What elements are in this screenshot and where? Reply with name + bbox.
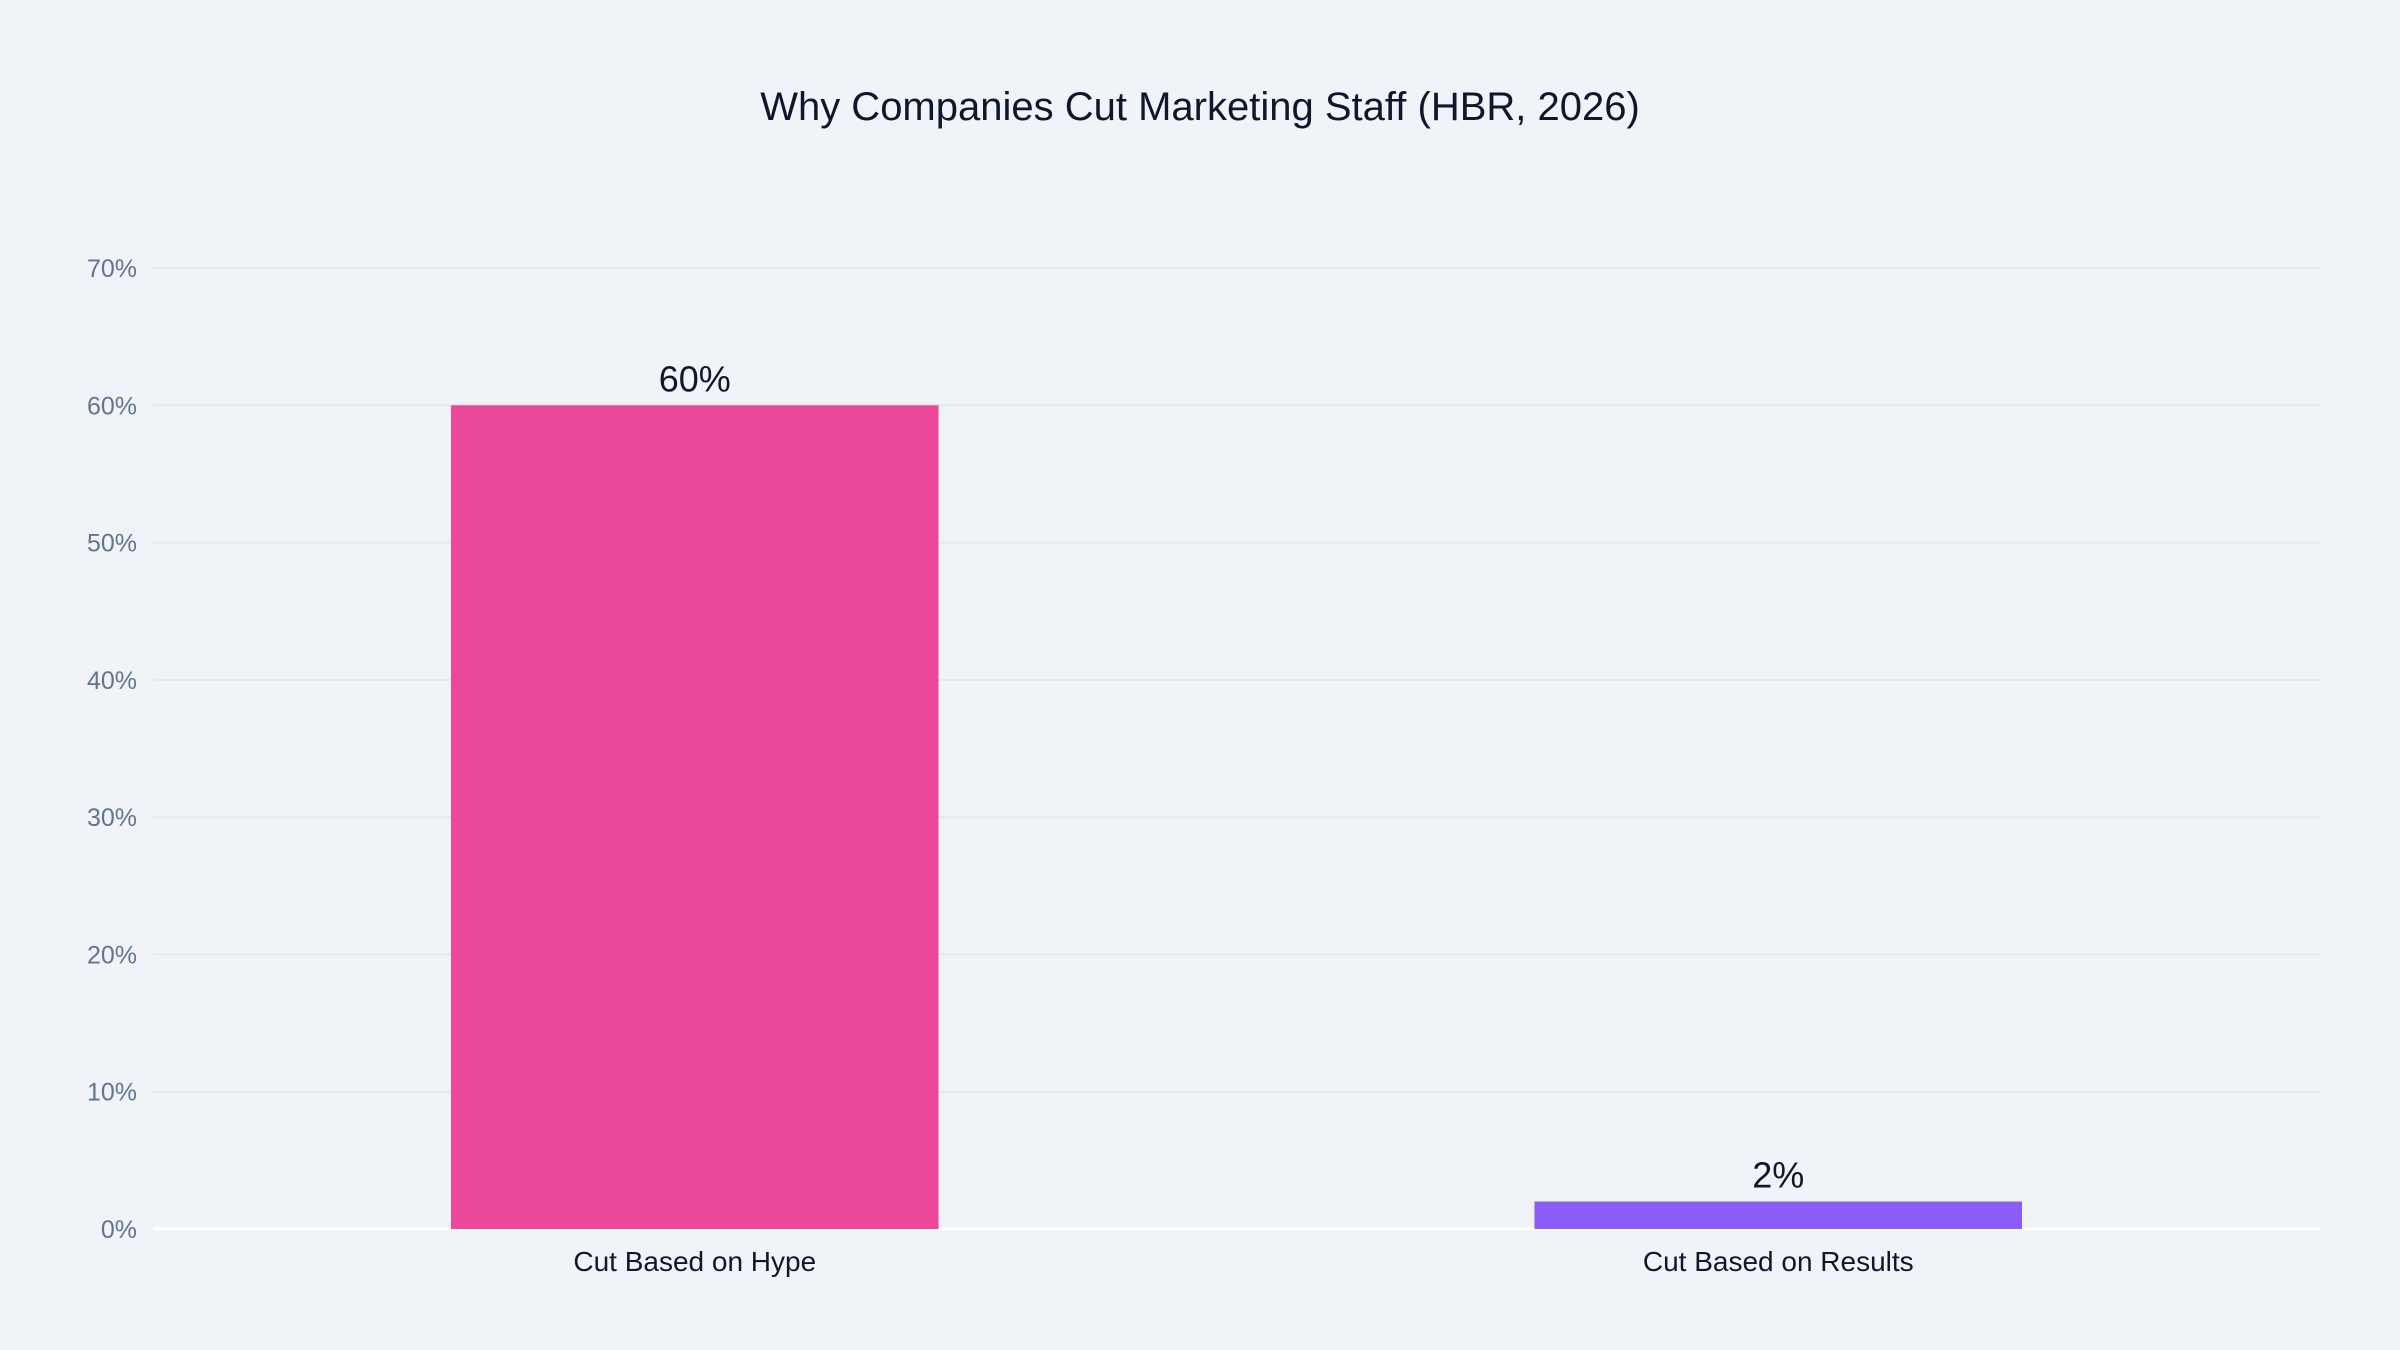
x-tick-label: Cut Based on Hype (573, 1246, 816, 1277)
y-tick-label: 70% (87, 255, 137, 283)
chart-title: Why Companies Cut Marketing Staff (HBR, … (760, 85, 1640, 129)
y-tick-label: 10% (87, 1079, 137, 1107)
bars: 60% 2% (450, 358, 2023, 1229)
y-tick-label: 50% (87, 530, 137, 558)
y-tick-label: 0% (101, 1216, 137, 1244)
bar (1534, 1201, 2023, 1229)
x-tick-label: Cut Based on Results (1643, 1246, 1914, 1277)
data-label: 2% (1752, 1155, 1804, 1196)
y-tick-label: 60% (87, 392, 137, 420)
data-label: 60% (659, 358, 731, 399)
x-axis: Cut Based on Hype Cut Based on Results (573, 1246, 1913, 1277)
y-tick-label: 30% (87, 804, 137, 832)
y-axis: 0% 10% 20% 30% 40% 50% 60% 70% (87, 255, 137, 1244)
y-tick-label: 20% (87, 941, 137, 969)
bar (450, 405, 939, 1229)
y-tick-label: 40% (87, 667, 137, 695)
